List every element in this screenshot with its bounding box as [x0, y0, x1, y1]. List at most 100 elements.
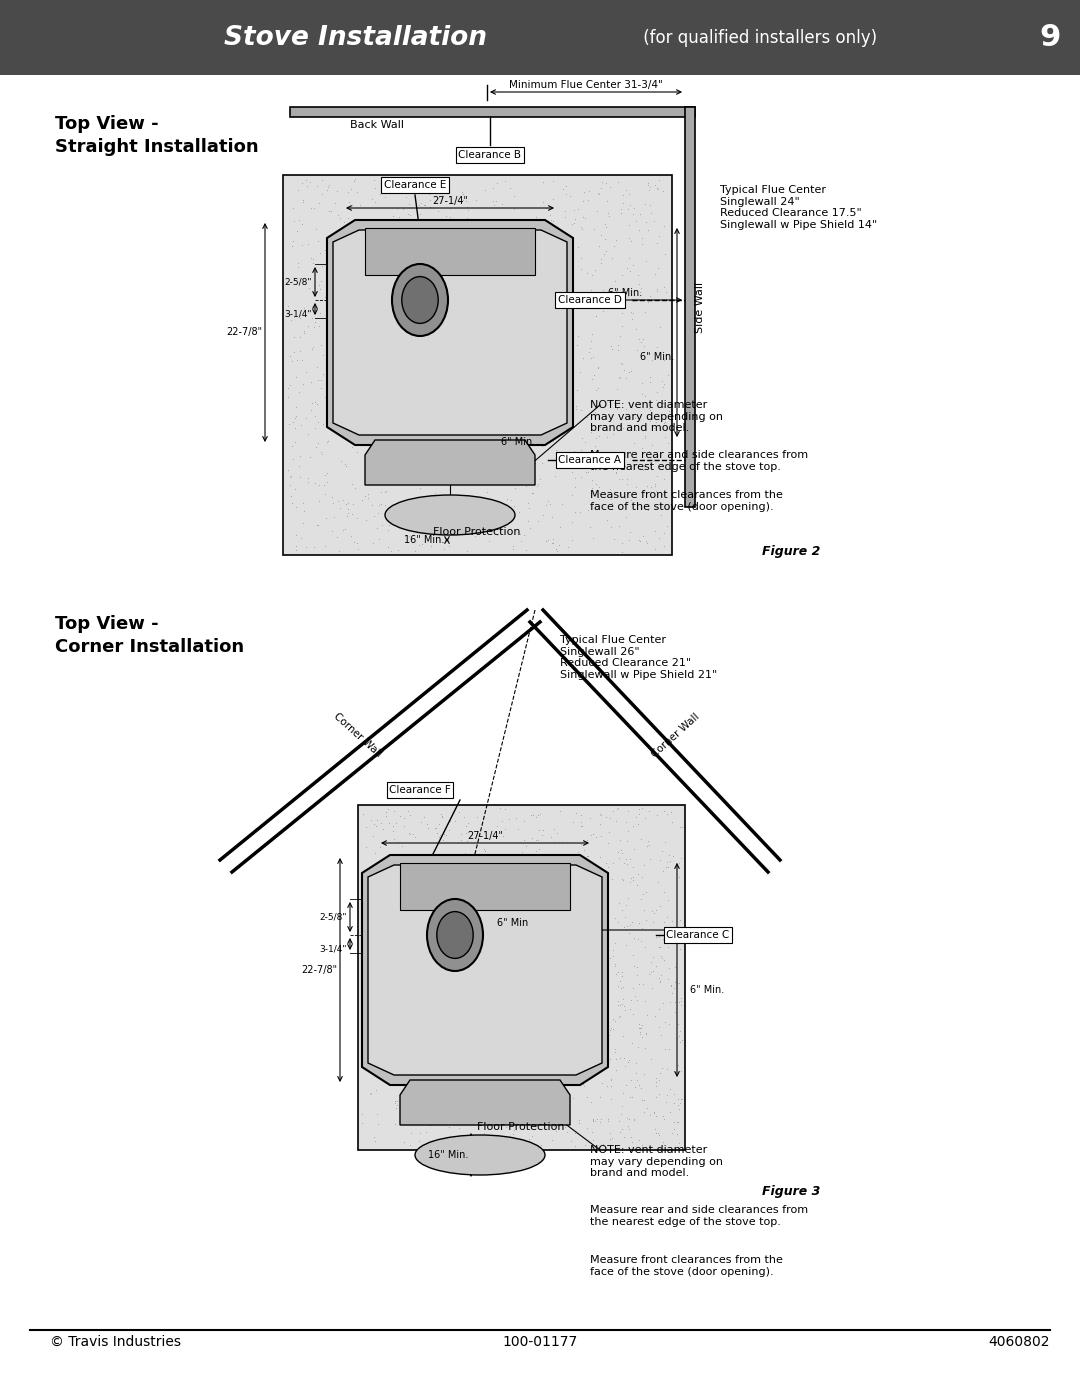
Point: [446, 810, 463, 833]
Point: [396, 996, 414, 1018]
Point: [340, 191, 357, 214]
Point: [622, 231, 639, 253]
Point: [436, 437, 454, 460]
Point: [530, 819, 548, 841]
Point: [649, 465, 666, 488]
Point: [573, 218, 591, 240]
Point: [526, 359, 543, 381]
Point: [632, 1077, 649, 1099]
Point: [615, 988, 632, 1010]
Point: [357, 835, 375, 858]
Point: [633, 233, 650, 256]
Point: [639, 219, 657, 242]
Point: [501, 807, 518, 830]
Point: [337, 492, 354, 514]
Point: [483, 328, 500, 351]
Point: [303, 338, 321, 360]
Point: [550, 958, 567, 981]
Point: [449, 1053, 467, 1076]
Point: [393, 439, 410, 461]
Point: [423, 1059, 441, 1081]
Point: [367, 310, 384, 332]
Point: [622, 489, 639, 511]
Point: [467, 1125, 484, 1147]
Point: [448, 1037, 465, 1059]
Point: [396, 1007, 414, 1030]
Point: [302, 398, 320, 420]
Point: [482, 887, 499, 909]
Point: [627, 476, 645, 499]
Point: [632, 1017, 649, 1039]
Point: [516, 429, 534, 451]
Point: [457, 814, 474, 837]
Point: [537, 529, 554, 552]
Point: [602, 1122, 619, 1144]
Point: [444, 224, 461, 246]
Point: [368, 412, 386, 434]
Point: [647, 388, 664, 411]
Point: [473, 813, 490, 835]
Point: [494, 824, 511, 847]
Point: [567, 1034, 584, 1056]
Point: [513, 348, 530, 370]
Point: [280, 458, 297, 481]
Point: [544, 528, 562, 550]
Point: [613, 965, 631, 988]
Point: [348, 532, 365, 555]
Point: [621, 870, 638, 893]
Point: [413, 812, 430, 834]
Point: [523, 443, 540, 465]
Point: [430, 358, 447, 380]
Point: [423, 993, 441, 1016]
Point: [656, 1108, 673, 1130]
Point: [532, 1081, 550, 1104]
Point: [342, 253, 360, 275]
Point: [454, 182, 471, 204]
Point: [629, 928, 646, 950]
Point: [406, 1003, 423, 1025]
Text: 22-7/8": 22-7/8": [301, 965, 337, 975]
Point: [451, 1125, 469, 1147]
Point: [534, 1095, 551, 1118]
Point: [545, 1021, 563, 1044]
Point: [525, 922, 542, 944]
Point: [313, 256, 330, 278]
Point: [450, 412, 468, 434]
Point: [523, 1007, 540, 1030]
Point: [453, 828, 470, 851]
Point: [566, 502, 583, 524]
Point: [407, 212, 424, 235]
Point: [558, 536, 576, 559]
Point: [468, 426, 485, 448]
Point: [624, 814, 642, 837]
Point: [395, 1051, 413, 1073]
Point: [630, 862, 647, 884]
Point: [295, 191, 312, 214]
Point: [537, 933, 554, 956]
Point: [530, 1060, 548, 1083]
Point: [633, 1134, 650, 1157]
Point: [441, 205, 458, 228]
Point: [501, 1069, 518, 1091]
Point: [482, 215, 499, 237]
Point: [591, 455, 608, 478]
Point: [629, 875, 646, 897]
Point: [475, 384, 492, 407]
Point: [379, 798, 396, 820]
Point: [573, 914, 591, 936]
Point: [448, 309, 465, 331]
Text: Measure front clearances from the
face of the stove (door opening).: Measure front clearances from the face o…: [590, 490, 783, 511]
Point: [586, 444, 604, 467]
Point: [498, 349, 515, 372]
Point: [486, 983, 503, 1006]
Point: [521, 972, 538, 995]
Point: [377, 328, 394, 351]
Text: 16" Min.: 16" Min.: [404, 535, 444, 545]
Point: [576, 922, 593, 944]
Point: [525, 1004, 542, 1027]
Point: [564, 212, 581, 235]
Point: [608, 397, 625, 419]
Point: [310, 369, 327, 391]
Point: [280, 295, 297, 317]
Point: [581, 341, 598, 363]
